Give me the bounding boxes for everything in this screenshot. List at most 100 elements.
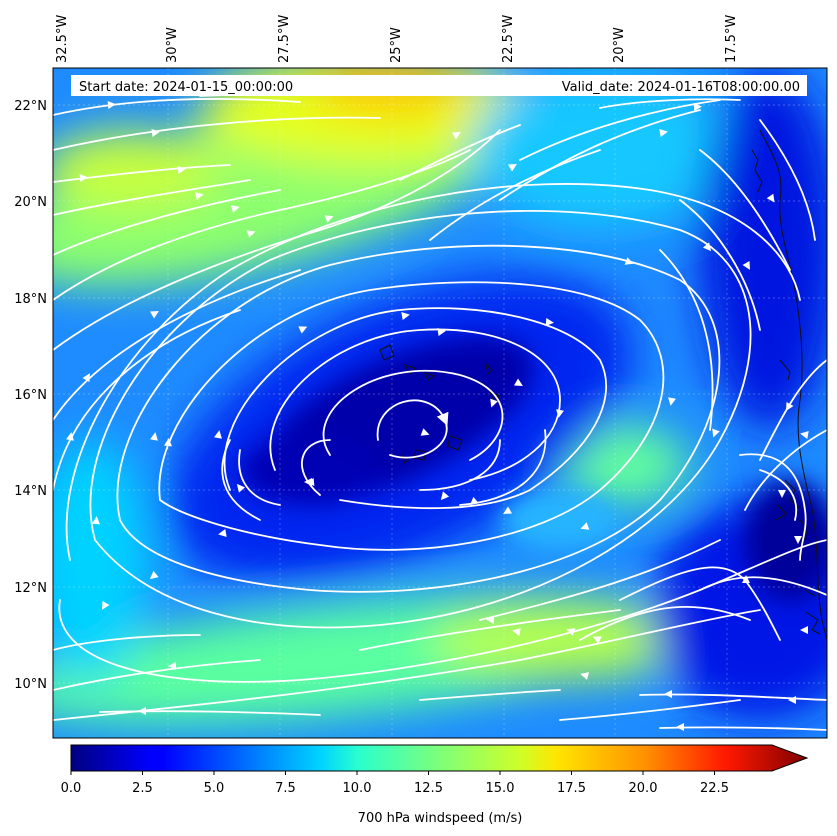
streamline-arrow [306,478,315,486]
windspeed-field: Start date: 2024-01-15_00:00:00 Valid_da… [53,68,827,738]
streamline-arrow [766,193,775,203]
streamline-arrow [503,506,512,514]
streamline-arrow [566,628,576,636]
streamline-arrow [702,242,712,252]
streamline-arrow [230,205,240,213]
streamline-arrow [788,696,796,704]
streamline-arrows [66,101,809,731]
colorbar-ticks [70,771,715,775]
streamline-arrow [214,430,222,439]
streamline [599,98,741,109]
streamline [53,634,201,651]
lon-tick: 32.5°W [55,15,70,63]
streamline [679,199,761,331]
streamline-arrow [236,483,246,493]
streamline [322,369,504,461]
streamline [58,539,827,683]
lat-tick: 16°N [14,388,47,403]
streamline [53,659,261,691]
streamline [739,453,807,561]
streamline-arrow [514,378,523,386]
streamline-arrow [508,164,517,172]
streamline [223,307,608,510]
streamline-arrow [437,328,446,336]
streamline-arrow [149,570,159,580]
streamline [559,699,741,721]
streamline-arrow [490,398,498,408]
streamline-arrow [664,690,672,698]
streamline [53,129,501,351]
colorbar-tick-label: 12.5 [414,781,443,796]
streamline [429,149,601,241]
lon-tick-labels: 32.5°W 30°W 27.5°W 25°W 22.5°W 20°W 17.5… [55,15,739,63]
streamline [53,189,281,256]
streamlines [53,91,827,731]
streamline [699,149,791,271]
streamline-arrow [107,101,116,109]
streamline-arrow [195,192,204,200]
lon-tick: 30°W [165,27,180,63]
streamline-arrow [79,174,88,182]
streamline-arrow [298,326,308,334]
streamline [221,439,261,521]
streamline [659,249,714,431]
streamline [459,429,547,506]
streamline [579,605,751,641]
streamline [479,539,721,621]
streamline-arrow [693,103,702,111]
streamline-arrow [168,662,176,670]
streamline-arrow [420,428,430,436]
lat-tick: 10°N [14,677,47,692]
streamline-arrow [712,428,720,438]
lat-tick-labels: 22°N 20°N 18°N 16°N 14°N 12°N 10°N [14,99,47,692]
streamline-arrow [556,409,564,418]
streamline [99,710,321,716]
colorbar: 0.0 2.5 5.0 7.5 10.0 12.5 15.0 17.5 20.0… [61,744,809,826]
streamline [53,179,251,216]
streamline [759,469,798,521]
streamline [699,576,827,596]
lat-tick: 12°N [14,581,47,596]
colorbar-tick-label: 15.0 [486,781,515,796]
streamline [499,109,701,201]
streamline [158,281,665,551]
streamline-arrow [66,432,74,441]
streamline-arrow [800,431,809,439]
streamline-arrow [624,257,634,265]
streamline [238,449,281,506]
streamline [759,119,816,241]
lon-tick: 17.5°W [724,15,739,63]
streamline-arrow [659,129,668,137]
date-label-box [71,75,807,96]
streamline-arrow [580,522,590,530]
colorbar-tick-label: 2.5 [132,781,153,796]
streamline-arrow [401,312,410,320]
streamline [89,210,752,629]
start-date-label: Start date: 2024-01-15_00:00:00 [79,80,293,95]
lon-tick: 27.5°W [277,15,292,63]
colorbar-tick-label: 10.0 [343,781,372,796]
streamline [419,689,561,701]
streamline-arrow [545,318,554,326]
streamline-arrow [668,397,676,406]
streamline-arrow [138,707,146,715]
colorbar-tick-label: 20.0 [629,781,658,796]
lon-tick: 25°W [389,27,404,63]
streamline-arrow [800,626,808,634]
streamline-arrow [246,230,256,238]
streamline [419,439,501,491]
streamline-arrow [786,402,794,411]
streamline-arrow [82,373,90,382]
streamline-arrow [794,536,802,544]
streamline [65,183,801,561]
streamline [53,97,301,116]
streamline [744,429,827,511]
streamline-arrow [452,132,461,140]
streamline [659,726,827,731]
streamline-arrow [151,129,160,137]
streamline-arrow [469,496,479,506]
streamline-arrow [440,491,450,501]
streamline-arrow [150,311,159,319]
streamline-arrow [177,166,186,174]
